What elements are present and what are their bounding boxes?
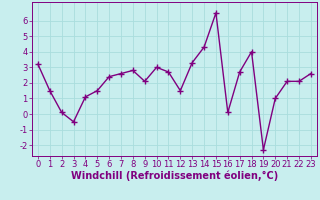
X-axis label: Windchill (Refroidissement éolien,°C): Windchill (Refroidissement éolien,°C) xyxy=(71,171,278,181)
